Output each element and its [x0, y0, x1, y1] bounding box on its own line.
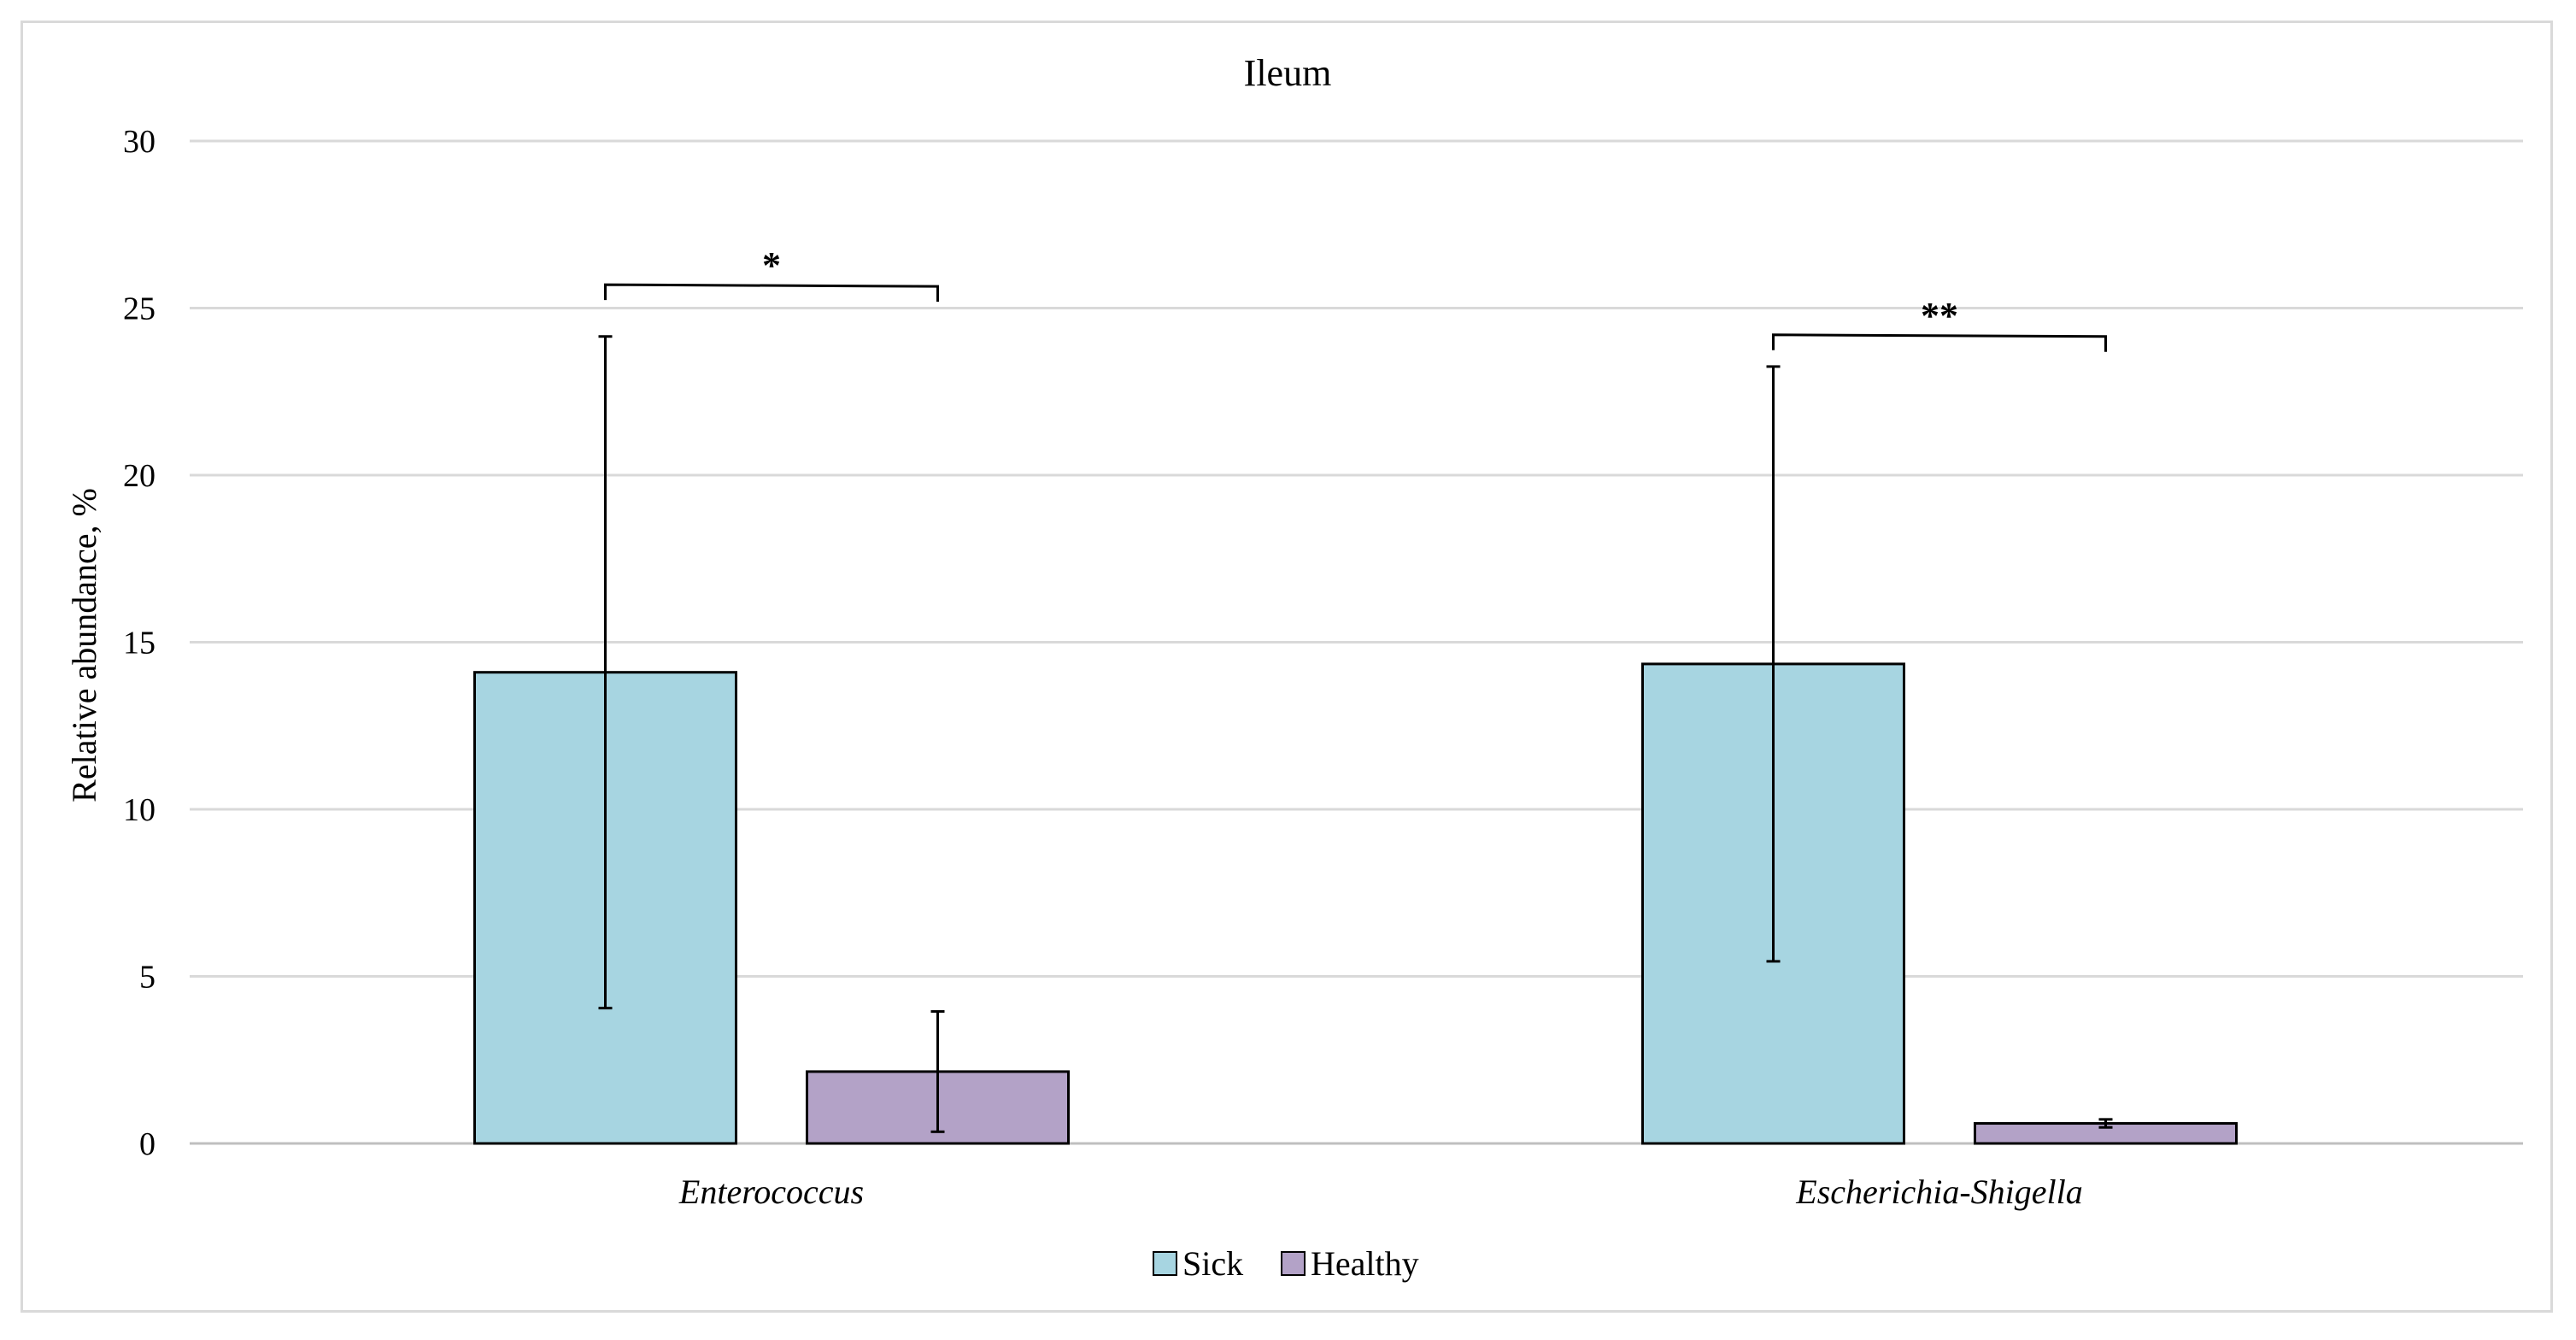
y-tick-label: 15 [123, 626, 155, 661]
legend-swatch-sick [1153, 1251, 1177, 1276]
y-tick-label: 10 [123, 792, 155, 828]
chart-title: Ileum [1244, 52, 1332, 94]
significance-label: * [762, 244, 781, 286]
x-category-label: Escherichia-Shigella [1795, 1172, 2082, 1211]
bars [473, 662, 2238, 1145]
y-tick-label: 25 [123, 291, 155, 327]
legend-swatch-healthy [1281, 1251, 1306, 1276]
legend-label-healthy: Healthy [1311, 1244, 1419, 1283]
y-tick-label: 5 [139, 960, 155, 996]
y-tick-labels: 0 5 10 15 20 25 30 [123, 124, 155, 1162]
significance-bracket [1772, 333, 2107, 352]
x-category-labels: Enterococcus Escherichia-Shigella [678, 1172, 2083, 1211]
significance-annotations: *** [604, 244, 2107, 352]
legend-label-sick: Sick [1182, 1244, 1243, 1283]
significance-label: ** [1921, 295, 1958, 337]
error-bars [598, 335, 2113, 1133]
y-axis-label: Relative abundance, % [65, 488, 103, 802]
x-category-label: Enterococcus [678, 1172, 864, 1211]
y-tick-label: 20 [123, 458, 155, 494]
legend: Sick Healthy [1153, 1244, 1419, 1283]
significance-bracket [604, 283, 939, 303]
chart-frame [21, 21, 2553, 1313]
y-tick-label: 0 [139, 1126, 155, 1162]
y-tick-label: 30 [123, 124, 155, 160]
